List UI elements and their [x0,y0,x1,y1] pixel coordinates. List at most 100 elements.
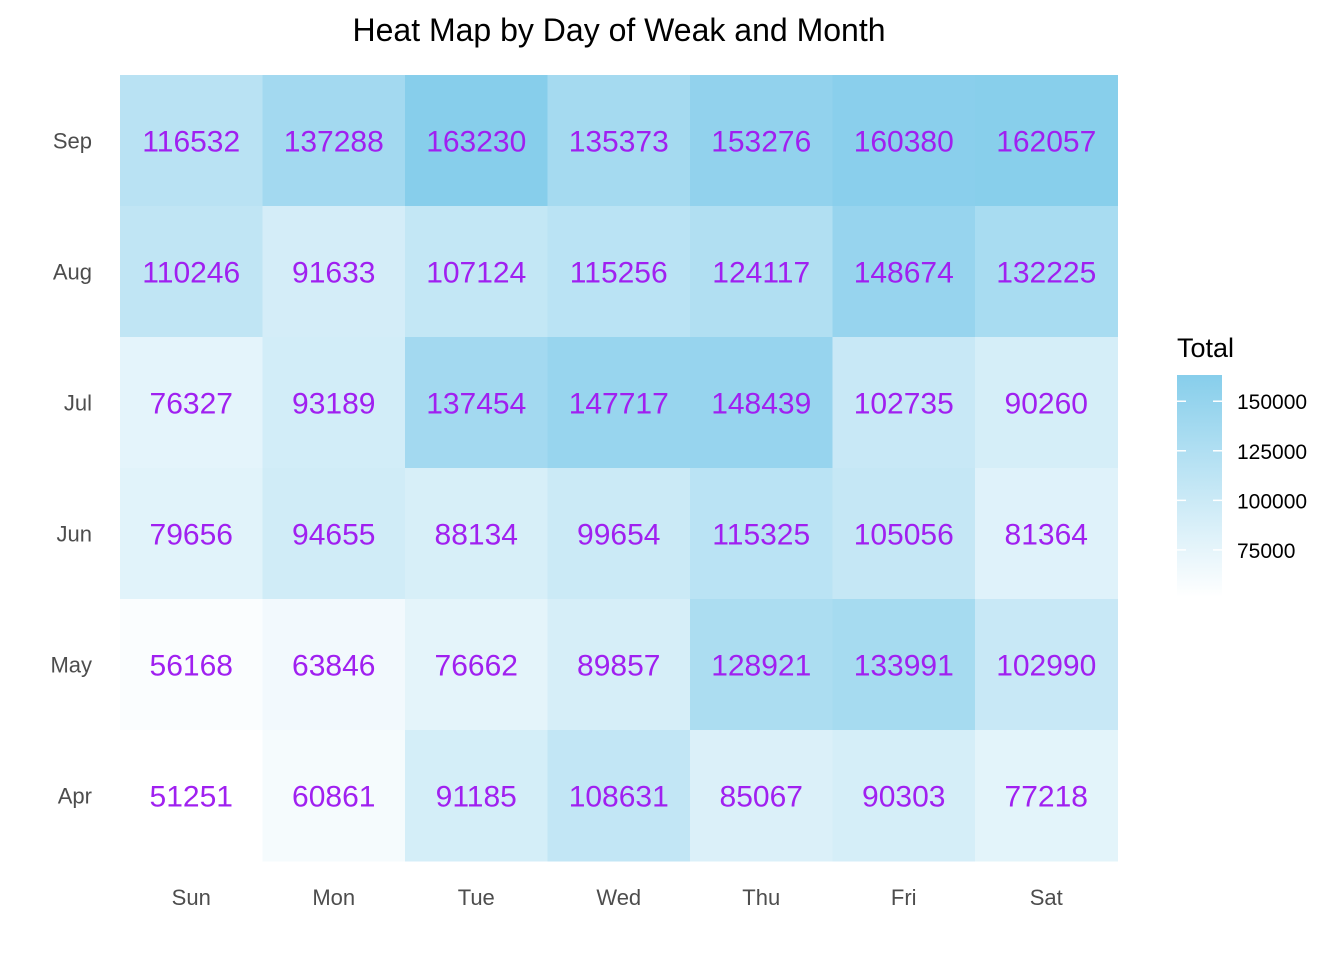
cell-value-label: 107124 [426,257,526,290]
y-tick-label: Jun [57,522,92,547]
x-tick-label: Fri [891,885,917,910]
cell-value-label: 81364 [1005,519,1088,552]
y-tick-label: Apr [58,784,92,809]
cell-value-label: 128921 [711,650,811,683]
cell-value-label: 147717 [569,388,669,421]
heatmap-cell-may-sun [120,599,263,731]
cell-value-label: 76327 [150,388,233,421]
cell-value-label: 135373 [569,126,669,159]
heatmap-cell-jul-thu [690,337,833,469]
heatmap-cell-may-tue [405,599,548,731]
heatmap-cell-sep-thu [690,75,833,207]
heatmap-cell-apr-mon [262,730,406,862]
cell-value-label: 56168 [150,650,233,683]
cell-value-label: 99654 [577,519,660,552]
cell-value-label: 85067 [720,781,803,814]
heatmap-cell-sep-sun [120,75,263,207]
heatmap-cell-may-fri [832,599,976,731]
cell-value-label: 137454 [426,388,526,421]
cell-value-label: 60861 [292,781,375,814]
legend: Total 150000 125000 100000 75000 [1177,333,1307,597]
cell-value-label: 137288 [284,126,384,159]
cell-value-label: 153276 [711,126,811,159]
x-tick-label: Wed [596,885,641,910]
cell-value-label: 115256 [570,257,668,290]
heatmap-cell-jun-wed [547,468,691,600]
heatmap-cell-may-mon [262,599,406,731]
heatmap-cell-aug-fri [832,206,976,338]
heatmap-cell-apr-tue [405,730,548,862]
legend-tick-label: 75000 [1237,540,1295,563]
heatmap-cell-sep-tue [405,75,548,207]
heatmap-cell-jun-mon [262,468,406,600]
heatmap-cell-sep-sat [975,75,1118,207]
heatmap-cell-apr-wed [547,730,691,862]
heatmap-cell-jul-fri [832,337,976,469]
cell-value-label: 160380 [854,126,954,159]
cell-value-label: 94655 [292,519,375,552]
x-tick-label: Sun [172,885,211,910]
heatmap-cell-may-sat [975,599,1118,731]
cell-value-label: 116532 [142,126,240,159]
cell-value-label: 108631 [569,781,669,814]
heatmap-cell-jul-sat [975,337,1118,469]
cell-value-label: 77218 [1005,781,1088,814]
heatmap-cell-jul-tue [405,337,548,469]
heatmap-cells [120,75,1118,862]
cell-value-label: 163230 [426,126,526,159]
x-tick-label: Thu [742,885,780,910]
heatmap-cell-jun-tue [405,468,548,600]
y-tick-label: Sep [53,129,92,154]
heatmap-cell-aug-wed [547,206,691,338]
cell-value-label: 93189 [292,388,375,421]
heatmap-cell-sep-wed [547,75,691,207]
cell-value-label: 79656 [150,519,233,552]
cell-value-label: 63846 [292,650,375,683]
cell-value-label: 162057 [996,126,1096,159]
cell-value-label: 90303 [862,781,945,814]
heatmap-cell-aug-thu [690,206,833,338]
heatmap-cell-sep-fri [832,75,976,207]
cell-value-label: 91633 [292,257,375,290]
cell-value-label: 110246 [142,257,240,290]
legend-colorbar [1177,375,1222,597]
legend-tick-label: 150000 [1237,391,1307,414]
x-tick-label: Tue [458,885,495,910]
heatmap-cell-jun-sun [120,468,263,600]
y-tick-label: Aug [53,260,92,285]
heatmap-cell-aug-mon [262,206,406,338]
heatmap-cell-aug-sun [120,206,263,338]
heatmap-cell-may-wed [547,599,691,731]
cell-value-label: 91185 [436,781,517,814]
cell-value-label: 148674 [854,257,954,290]
cell-value-label: 88134 [435,519,518,552]
heatmap-cell-aug-tue [405,206,548,338]
heatmap-cell-may-thu [690,599,833,731]
cell-value-label: 124117 [712,257,810,290]
heatmap-cell-jun-fri [832,468,976,600]
chart-title: Heat Map by Day of Weak and Month [352,12,885,48]
cell-value-label: 115325 [712,519,810,552]
legend-tick-label: 100000 [1237,490,1307,513]
heatmap-cell-labels: 116532 137288 163230 135373 153276 160380 1620… [142,126,1096,814]
cell-value-label: 51251 [150,781,233,814]
cell-value-label: 102990 [996,650,1096,683]
heatmap-cell-jun-sat [975,468,1118,600]
heatmap-cell-jun-thu [690,468,833,600]
cell-value-label: 132225 [996,257,1096,290]
cell-value-label: 105056 [854,519,954,552]
cell-value-label: 89857 [577,650,660,683]
x-axis: Sun Mon Tue Wed Thu Fri Sat [172,885,1063,910]
heatmap-cell-jul-wed [547,337,691,469]
heatmap-cell-apr-fri [832,730,976,862]
cell-value-label: 133991 [854,650,954,683]
cell-value-label: 102735 [854,388,954,421]
heatmap-cell-aug-sat [975,206,1118,338]
legend-tick-label: 125000 [1237,441,1307,464]
heatmap-cell-apr-thu [690,730,833,862]
cell-value-label: 90260 [1005,388,1088,421]
y-axis: Sep Aug Jul Jun May Apr [50,129,92,809]
y-tick-label: Jul [64,391,92,416]
legend-title: Total [1177,333,1234,363]
